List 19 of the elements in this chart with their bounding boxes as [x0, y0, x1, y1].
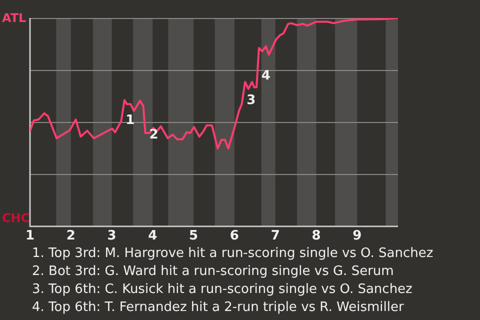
x-tick-label: 6: [230, 228, 239, 244]
text: ATL: [2, 11, 26, 25]
text: 1. Top 3rd: M. Hargrove hit a run-scoring single vs O. Sanchez: [32, 245, 434, 263]
x-tick-label: 3: [107, 228, 116, 244]
text: 2. Bot 3rd: G. Ward hit a run-scoring single vs G. Serum: [32, 263, 395, 281]
x-tick-label: 4: [148, 228, 158, 244]
text: CHC: [2, 211, 30, 226]
annotation: 3: [246, 93, 256, 108]
x-tick-label: 9: [352, 228, 362, 244]
text: 3. Top 6th: C. Kusick hit a run-scoring single vs O. Sanchez: [32, 281, 414, 299]
x-tick-label: 8: [312, 228, 321, 244]
annotation: 1: [126, 112, 135, 128]
x-tick-label: 1: [25, 228, 35, 244]
x-tick-label: 2: [66, 228, 76, 244]
x-tick-label: 5: [189, 228, 198, 244]
annotation: 4: [261, 68, 270, 84]
text: 4. Top 6th: T. Fernandez hit a 2-run triple vs R. Weismiller: [32, 299, 405, 317]
annotation: 2: [149, 127, 158, 142]
x-tick-label: 7: [270, 228, 280, 244]
